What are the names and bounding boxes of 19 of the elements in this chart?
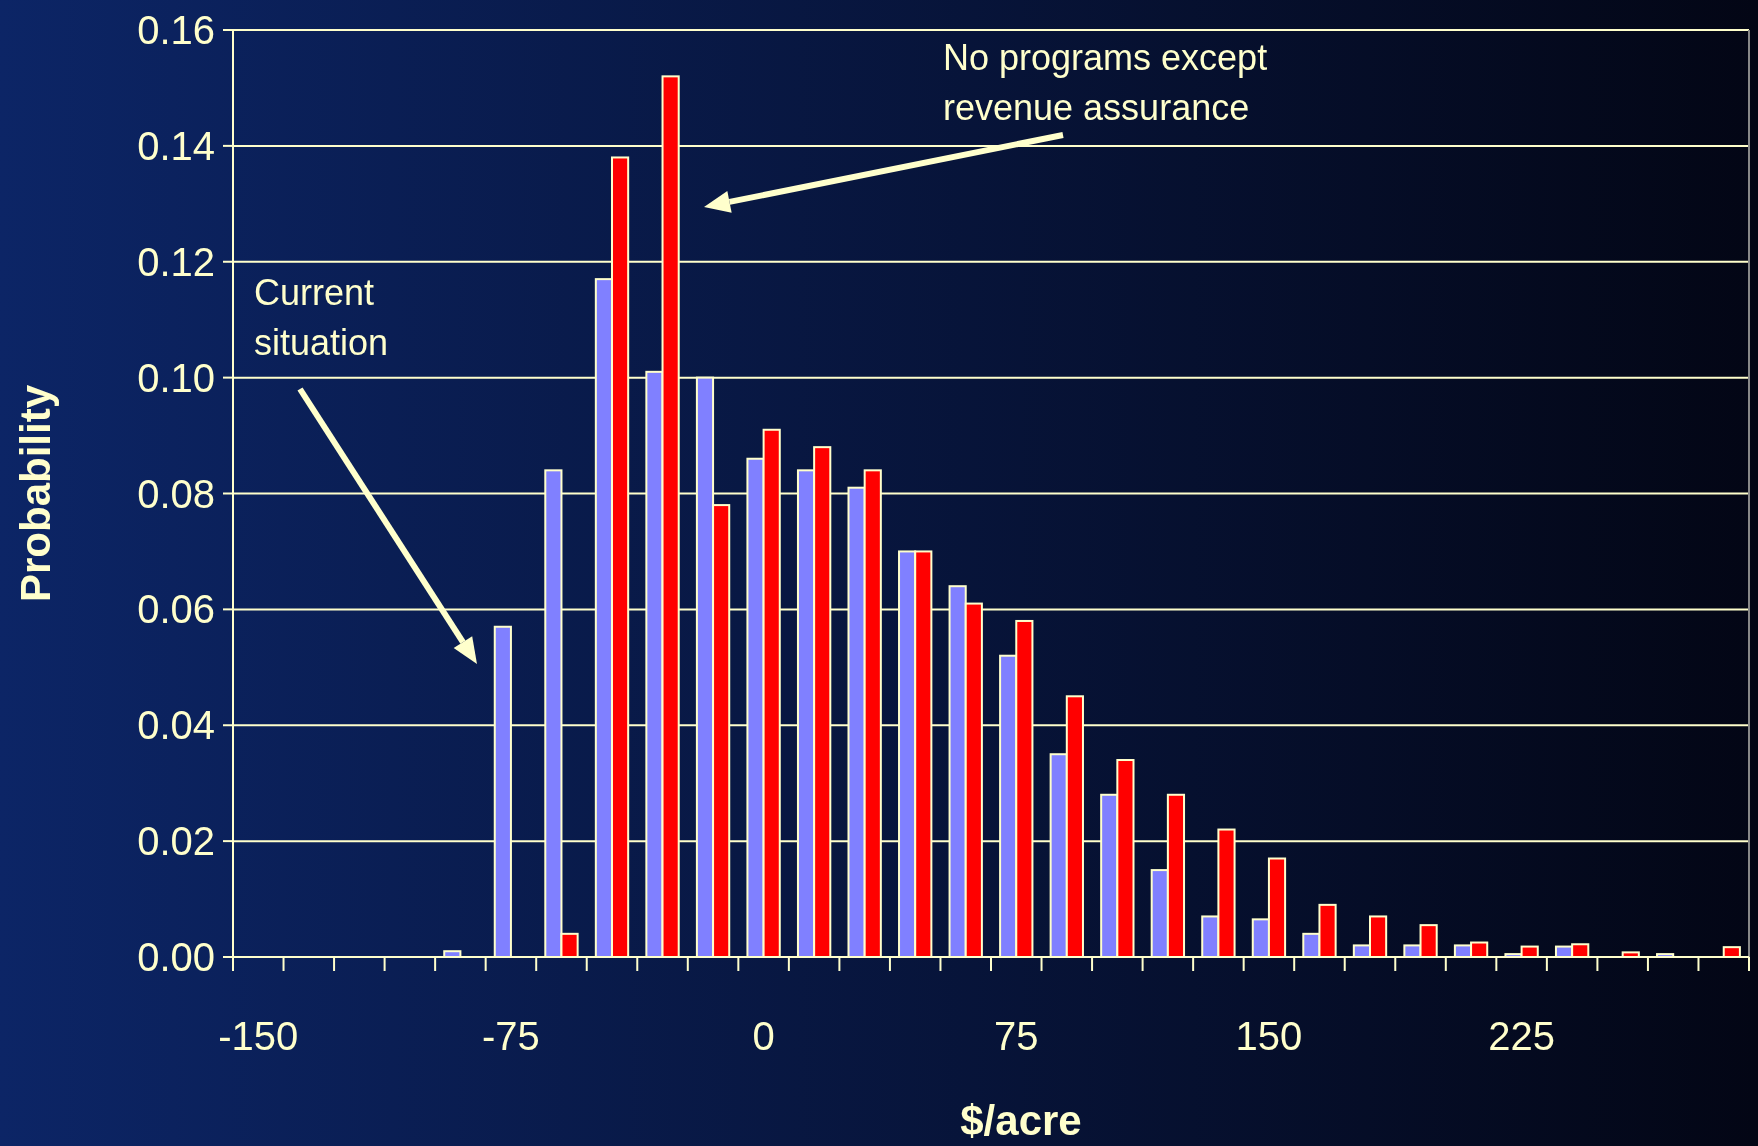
y-tick-label: 0.08 <box>137 471 215 516</box>
y-tick-label: 0.00 <box>137 935 215 979</box>
y-tick-label: 0.12 <box>137 239 215 284</box>
y-tick-label: 0.10 <box>137 355 215 400</box>
x-tick-label: 150 <box>1235 1014 1303 1058</box>
x-axis-title: $/acre <box>960 1097 1082 1144</box>
y-tick-label: 0.02 <box>137 819 215 864</box>
x-tick-label: -150 <box>218 1014 299 1058</box>
annotation: Current situation <box>254 272 389 363</box>
y-tick-label: 0.04 <box>137 703 215 748</box>
y-tick-label: 0.16 <box>137 8 215 52</box>
annotation: No programs except revenue assurance <box>943 37 1268 128</box>
x-tick-label: 75 <box>994 1014 1039 1058</box>
x-tick-label: 225 <box>1488 1014 1555 1058</box>
x-tick-label: -75 <box>482 1014 540 1058</box>
y-tick-label: 0.06 <box>137 587 215 632</box>
y-tick-label: 0.14 <box>137 123 215 168</box>
y-axis-title: Probability <box>12 384 59 603</box>
x-tick-label: 0 <box>752 1014 775 1058</box>
